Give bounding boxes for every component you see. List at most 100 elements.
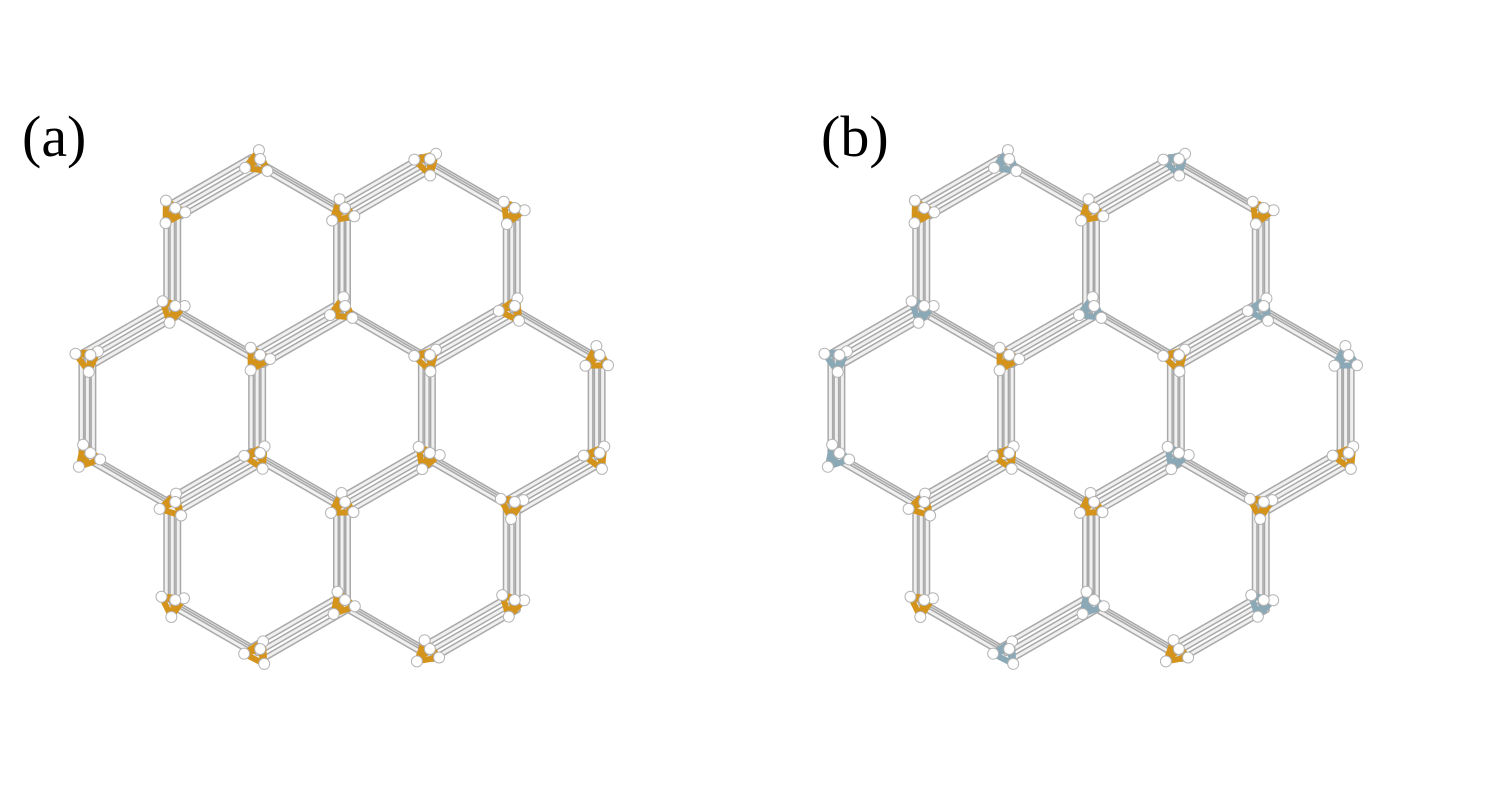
atom [348,600,361,613]
atom [508,300,521,312]
atom [1342,349,1355,361]
atom [423,153,436,165]
atom [424,365,437,378]
atom [433,448,446,461]
atom [1082,193,1095,206]
atom [175,509,188,522]
atom [1350,359,1363,372]
cluster-gold [1075,193,1110,227]
atom [918,202,931,214]
atom [254,447,267,459]
bond-highlight [170,455,259,508]
atom [1073,309,1086,322]
atom [347,506,360,519]
atom [1088,594,1100,606]
atom [1328,359,1341,372]
atom [1257,594,1270,606]
bond-highlight [919,455,1008,508]
atom [153,502,166,515]
atom [244,364,257,377]
atom [77,438,90,451]
atom [339,202,351,214]
cluster-gold [904,590,939,623]
atom [179,206,192,219]
bond-highlight [340,455,429,508]
bond-highlight [176,461,265,514]
cluster-gold [327,585,361,620]
bond-highlight [1083,155,1172,208]
panel-a-label: (a) [22,104,87,169]
atom [1088,202,1100,214]
atom [508,594,521,606]
cluster-gold [494,492,530,525]
atom [423,447,436,459]
atom [1097,210,1110,223]
tetrahedral-clusters [818,144,1363,670]
cluster-gold [324,291,359,324]
atom [818,347,831,360]
framework-bonds [827,154,1355,662]
atom [577,449,590,462]
bond-highlight [425,602,514,655]
bond-highlight [419,596,508,649]
bond-highlight [1089,161,1178,214]
atom [254,643,267,655]
cluster-blue [1241,292,1275,327]
atom [408,349,421,362]
cluster-gold [497,195,531,231]
atom [155,590,168,603]
atom [1342,447,1355,459]
atom [169,202,182,214]
cluster-blue [818,345,853,378]
atom [69,347,82,360]
tetrahedral-clusters [69,144,614,670]
cluster-gold [1157,343,1191,378]
cluster-gold [496,589,531,623]
atom [258,657,271,670]
bond-highlight [261,314,350,367]
atom [1003,643,1016,655]
atom [593,349,606,361]
atom [1172,643,1185,655]
atom [331,585,344,598]
atom [1159,655,1172,668]
panel-b-honeycomb-structure [818,144,1363,670]
atom [254,153,267,165]
atom [905,295,918,308]
atom [902,502,915,515]
atom [833,447,846,459]
cluster-gold [1243,492,1279,525]
bond-highlight [1095,167,1184,220]
atom [1243,492,1256,505]
atom [988,161,1001,174]
atom [254,349,267,361]
atom [244,341,257,354]
atom [843,453,856,466]
atom [492,304,505,317]
atom [408,153,421,166]
atom [333,193,346,206]
atom [169,594,182,606]
atom [513,314,526,327]
cluster-gold [72,438,107,473]
bond-highlight [1265,461,1354,514]
atom [826,438,839,451]
atom [94,453,107,466]
panel-a-honeycomb-structure [69,144,614,670]
bond-highlight [998,302,1087,355]
atom [165,610,178,623]
atom [1073,506,1086,519]
bond-highlight [431,314,520,367]
atom [831,365,844,378]
cluster-gold [326,193,361,227]
atom [326,214,339,227]
atom [918,300,931,312]
cluster-blue [1328,340,1363,372]
atom [601,359,614,372]
atom [433,651,446,664]
atom [1251,610,1264,623]
cluster-gold [577,440,611,475]
atom [1241,304,1254,317]
atom [1182,448,1195,461]
atom [579,359,592,372]
